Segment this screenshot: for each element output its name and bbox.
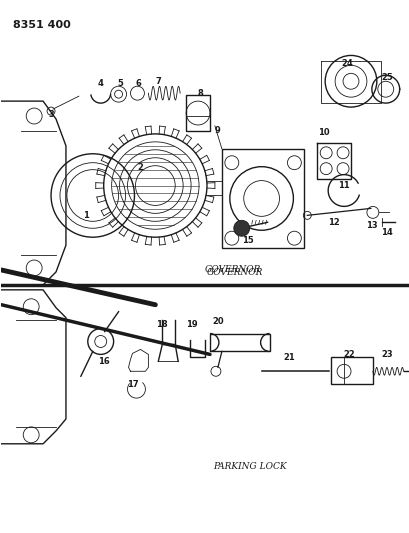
Text: 21: 21 [283, 353, 294, 362]
Text: 15: 15 [241, 236, 253, 245]
Text: 6: 6 [135, 79, 141, 88]
Text: 25: 25 [380, 73, 392, 82]
Text: 8: 8 [197, 88, 202, 98]
Text: 23: 23 [380, 350, 391, 359]
Text: 9: 9 [214, 126, 220, 135]
Text: 16: 16 [98, 357, 109, 366]
Text: 20: 20 [211, 317, 223, 326]
Text: 12: 12 [328, 218, 339, 227]
Text: 18: 18 [156, 320, 168, 329]
Text: 13: 13 [365, 221, 377, 230]
Text: 3: 3 [48, 110, 54, 118]
Bar [209, 334, 269, 351]
Text: PARKING LOCK: PARKING LOCK [212, 462, 286, 471]
Text: 1: 1 [83, 211, 88, 220]
Text: 10: 10 [318, 128, 329, 138]
Text: GOVERNOR: GOVERNOR [204, 265, 261, 274]
Text: 14: 14 [380, 228, 392, 237]
Text: 17: 17 [126, 379, 138, 389]
Text: 5: 5 [117, 79, 123, 88]
Text: 22: 22 [342, 350, 354, 359]
Circle shape [233, 220, 249, 236]
Text: GOVERNOR: GOVERNOR [207, 268, 263, 277]
Text: 7: 7 [155, 77, 161, 86]
Text: 2: 2 [137, 163, 143, 172]
Bar [330, 358, 372, 384]
Text: 8351 400: 8351 400 [13, 20, 71, 30]
Text: 19: 19 [186, 320, 198, 329]
Text: 24: 24 [340, 59, 352, 68]
Bar [186, 95, 209, 131]
Bar [221, 149, 303, 248]
Text: 4: 4 [97, 79, 103, 88]
Text: 11: 11 [337, 181, 349, 190]
